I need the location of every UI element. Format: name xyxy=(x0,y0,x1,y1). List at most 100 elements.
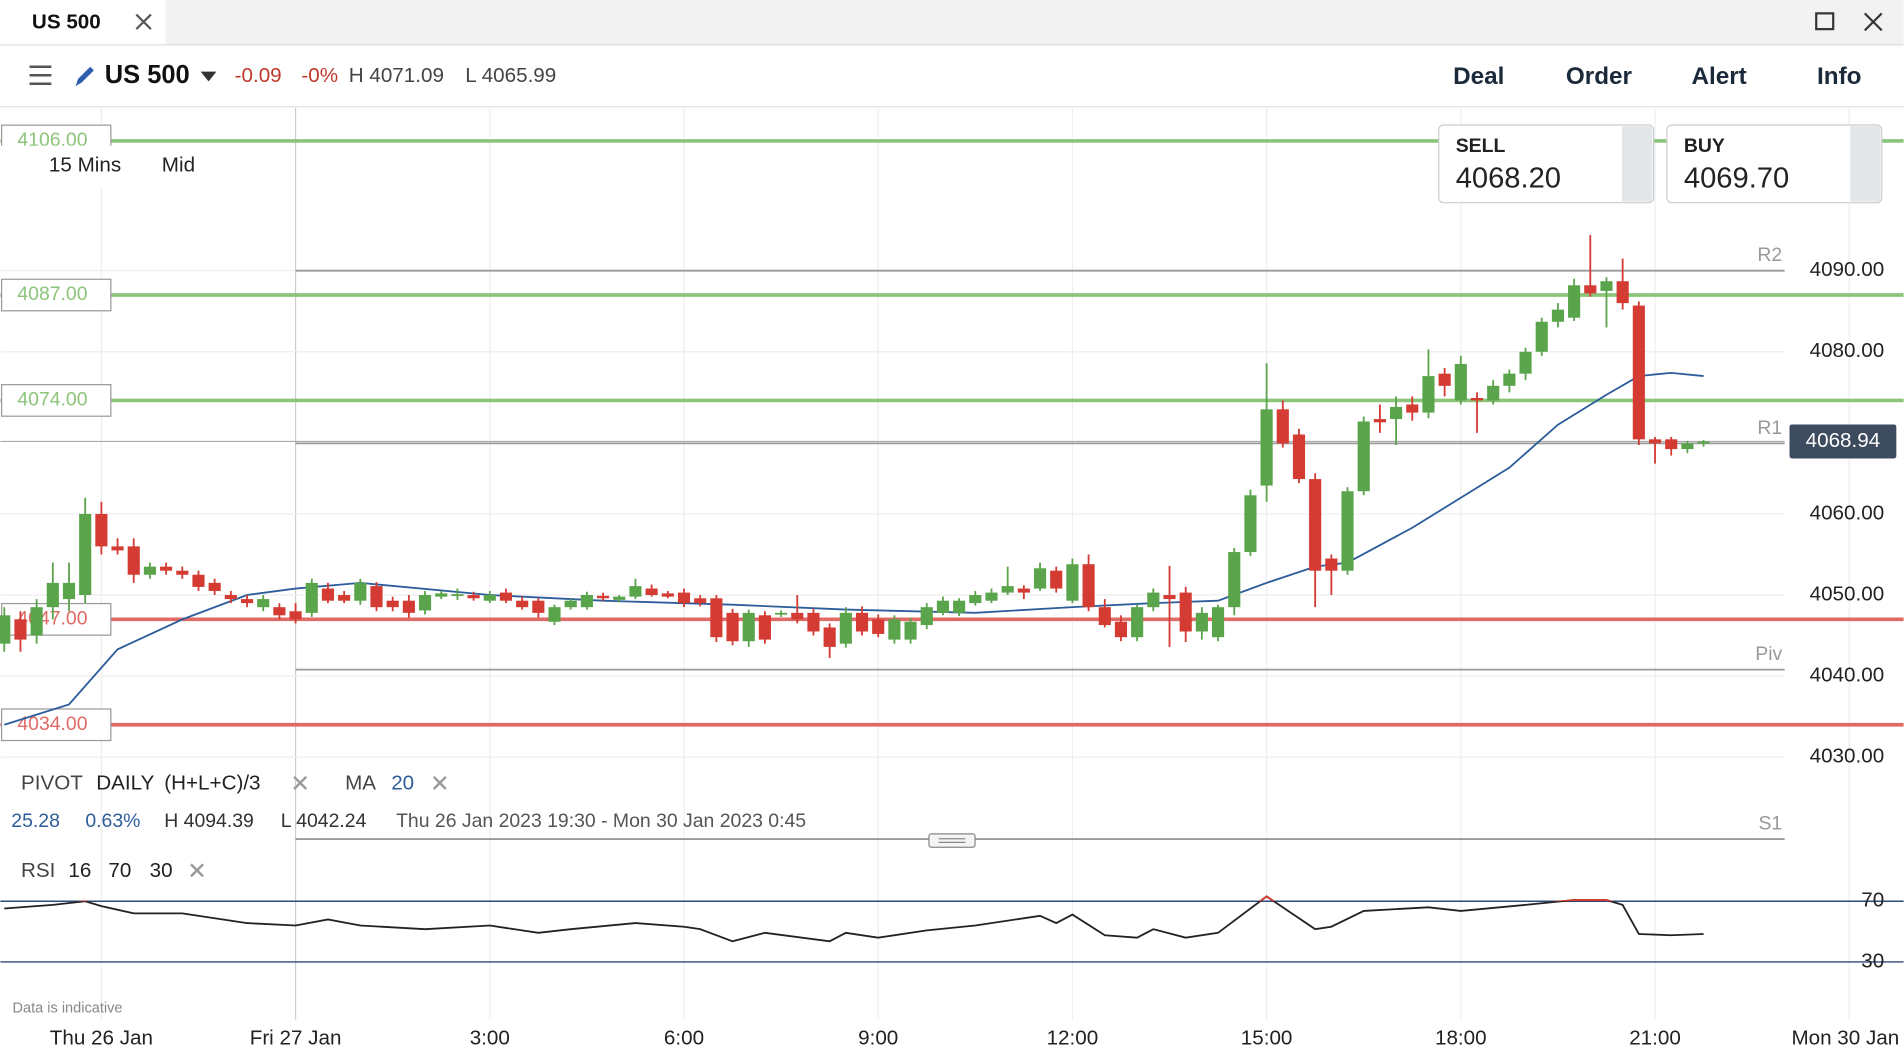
candle-body xyxy=(127,546,140,575)
candle-body xyxy=(1050,570,1063,589)
candle-body xyxy=(192,574,205,587)
market-name[interactable]: US 500 xyxy=(105,61,190,89)
price-chart: 4030.00 4040.00 4050.00 4060.00 4080.00 4090.… xyxy=(0,108,1904,1020)
tab-close[interactable] xyxy=(135,13,152,30)
x-tick-label: 21:00 xyxy=(1629,1026,1681,1049)
close-window[interactable] xyxy=(1863,12,1883,32)
candle-body xyxy=(1454,363,1467,401)
last-price-label: 4068.94 xyxy=(1806,429,1881,452)
candle-body xyxy=(1470,397,1484,401)
nav-alert[interactable]: Alert xyxy=(1691,63,1746,90)
rsi-chart: 30 70 xyxy=(0,889,1904,972)
candle-body xyxy=(580,595,593,608)
candle-body xyxy=(516,600,529,608)
candle-body xyxy=(467,595,480,599)
buy-button[interactable] xyxy=(1666,124,1883,204)
level-tag xyxy=(0,278,112,312)
x-tick-label: 12:00 xyxy=(1047,1026,1099,1049)
candle-body xyxy=(920,607,933,626)
candle-body xyxy=(1487,385,1500,401)
candle-body xyxy=(1551,309,1564,322)
candle-body xyxy=(823,627,836,647)
maximize[interactable] xyxy=(1815,12,1835,31)
indicator-rsi-upper: 70 xyxy=(108,859,131,882)
candle-body xyxy=(451,594,464,597)
market-dropdown[interactable] xyxy=(200,71,217,82)
remove-pivot[interactable] xyxy=(293,775,308,790)
candle-body xyxy=(0,615,11,644)
indicator-pivot-period: DAILY xyxy=(96,772,154,795)
candle-body xyxy=(208,582,221,591)
candle-body xyxy=(564,600,577,608)
candle-body xyxy=(111,546,124,551)
candle-body xyxy=(742,612,755,642)
sell-label[interactable]: SELL xyxy=(1456,135,1506,157)
indicator-pivot: PIVOT xyxy=(21,772,83,795)
y-tick-label: 4090.00 xyxy=(1810,258,1885,281)
x-tick-label: 6:00 xyxy=(664,1026,704,1049)
change: -0.09 xyxy=(235,64,282,87)
candle-body xyxy=(758,615,771,640)
resize-handle[interactable] xyxy=(928,833,976,848)
nav-deal[interactable]: Deal xyxy=(1453,63,1504,90)
candle-body xyxy=(1632,305,1645,440)
sell-button[interactable] xyxy=(1438,124,1655,204)
candle-body xyxy=(645,588,658,596)
candle-body xyxy=(1697,441,1710,444)
candle-body xyxy=(1033,568,1047,589)
last-price-tag xyxy=(1789,424,1897,459)
candle-body xyxy=(1357,421,1370,492)
candle-body xyxy=(613,596,626,600)
level-label: 4087.00 xyxy=(17,283,87,305)
x-tick-label: 15:00 xyxy=(1241,1026,1293,1049)
candle-body xyxy=(1600,281,1613,291)
pivot-label: R2 xyxy=(1757,244,1782,266)
timeframe[interactable]: 15 Mins xyxy=(49,154,121,177)
menu[interactable] xyxy=(29,65,52,85)
y-tick-label: 4040.00 xyxy=(1810,664,1885,687)
pivot-label: Piv xyxy=(1755,643,1782,665)
candle-body xyxy=(1082,564,1095,608)
candle-body xyxy=(1098,607,1111,626)
candle-body xyxy=(143,566,156,575)
candle-body xyxy=(1665,439,1678,450)
candle-body xyxy=(548,607,561,622)
resize-grip xyxy=(938,838,966,843)
candle-body xyxy=(1195,612,1208,632)
indicator-rsi-period: 16 xyxy=(68,859,91,882)
tab-title[interactable]: US 500 xyxy=(32,11,101,34)
remove-rsi[interactable] xyxy=(190,863,204,878)
candle-body xyxy=(499,592,513,601)
buy-label[interactable]: BUY xyxy=(1684,135,1725,157)
candle-body xyxy=(95,513,108,547)
candle-body xyxy=(1438,373,1451,386)
tab[interactable] xyxy=(0,0,166,45)
candle-body xyxy=(435,593,448,597)
buy-price[interactable]: 4069.70 xyxy=(1684,162,1789,194)
sell-price[interactable]: 4068.20 xyxy=(1456,162,1561,194)
candle-body xyxy=(904,621,917,640)
day-high: H 4071.09 xyxy=(349,64,444,87)
nav-order[interactable]: Order xyxy=(1566,63,1633,90)
edit-icon[interactable] xyxy=(75,66,94,87)
candle-body xyxy=(273,607,286,616)
candle-body xyxy=(418,595,432,611)
candle-body xyxy=(807,612,820,632)
chart-overlay: 15 Mins Mid SELL 4068.20 BUY 4069.70 xyxy=(0,124,1883,204)
candle-body xyxy=(1584,285,1597,294)
indicator-rsi: RSI xyxy=(21,859,55,882)
candle-body xyxy=(1017,588,1030,593)
candle-body xyxy=(240,599,254,604)
level-tag xyxy=(0,708,112,742)
nav-info[interactable]: Info xyxy=(1817,63,1861,90)
remove-ma[interactable] xyxy=(432,775,447,790)
indicator-rsi-lower: 30 xyxy=(150,859,173,882)
candle-body xyxy=(386,600,399,608)
candle-body xyxy=(953,600,966,613)
candle-body xyxy=(402,600,415,613)
candle-body xyxy=(597,595,610,599)
price-type[interactable]: Mid xyxy=(162,154,195,177)
sell-edge xyxy=(1622,126,1653,202)
time-axis: Thu 26 Jan Fri 27 Jan 3:00 6:00 9:00 12:00 15:… xyxy=(50,1026,1899,1049)
candle-body xyxy=(1568,285,1581,318)
